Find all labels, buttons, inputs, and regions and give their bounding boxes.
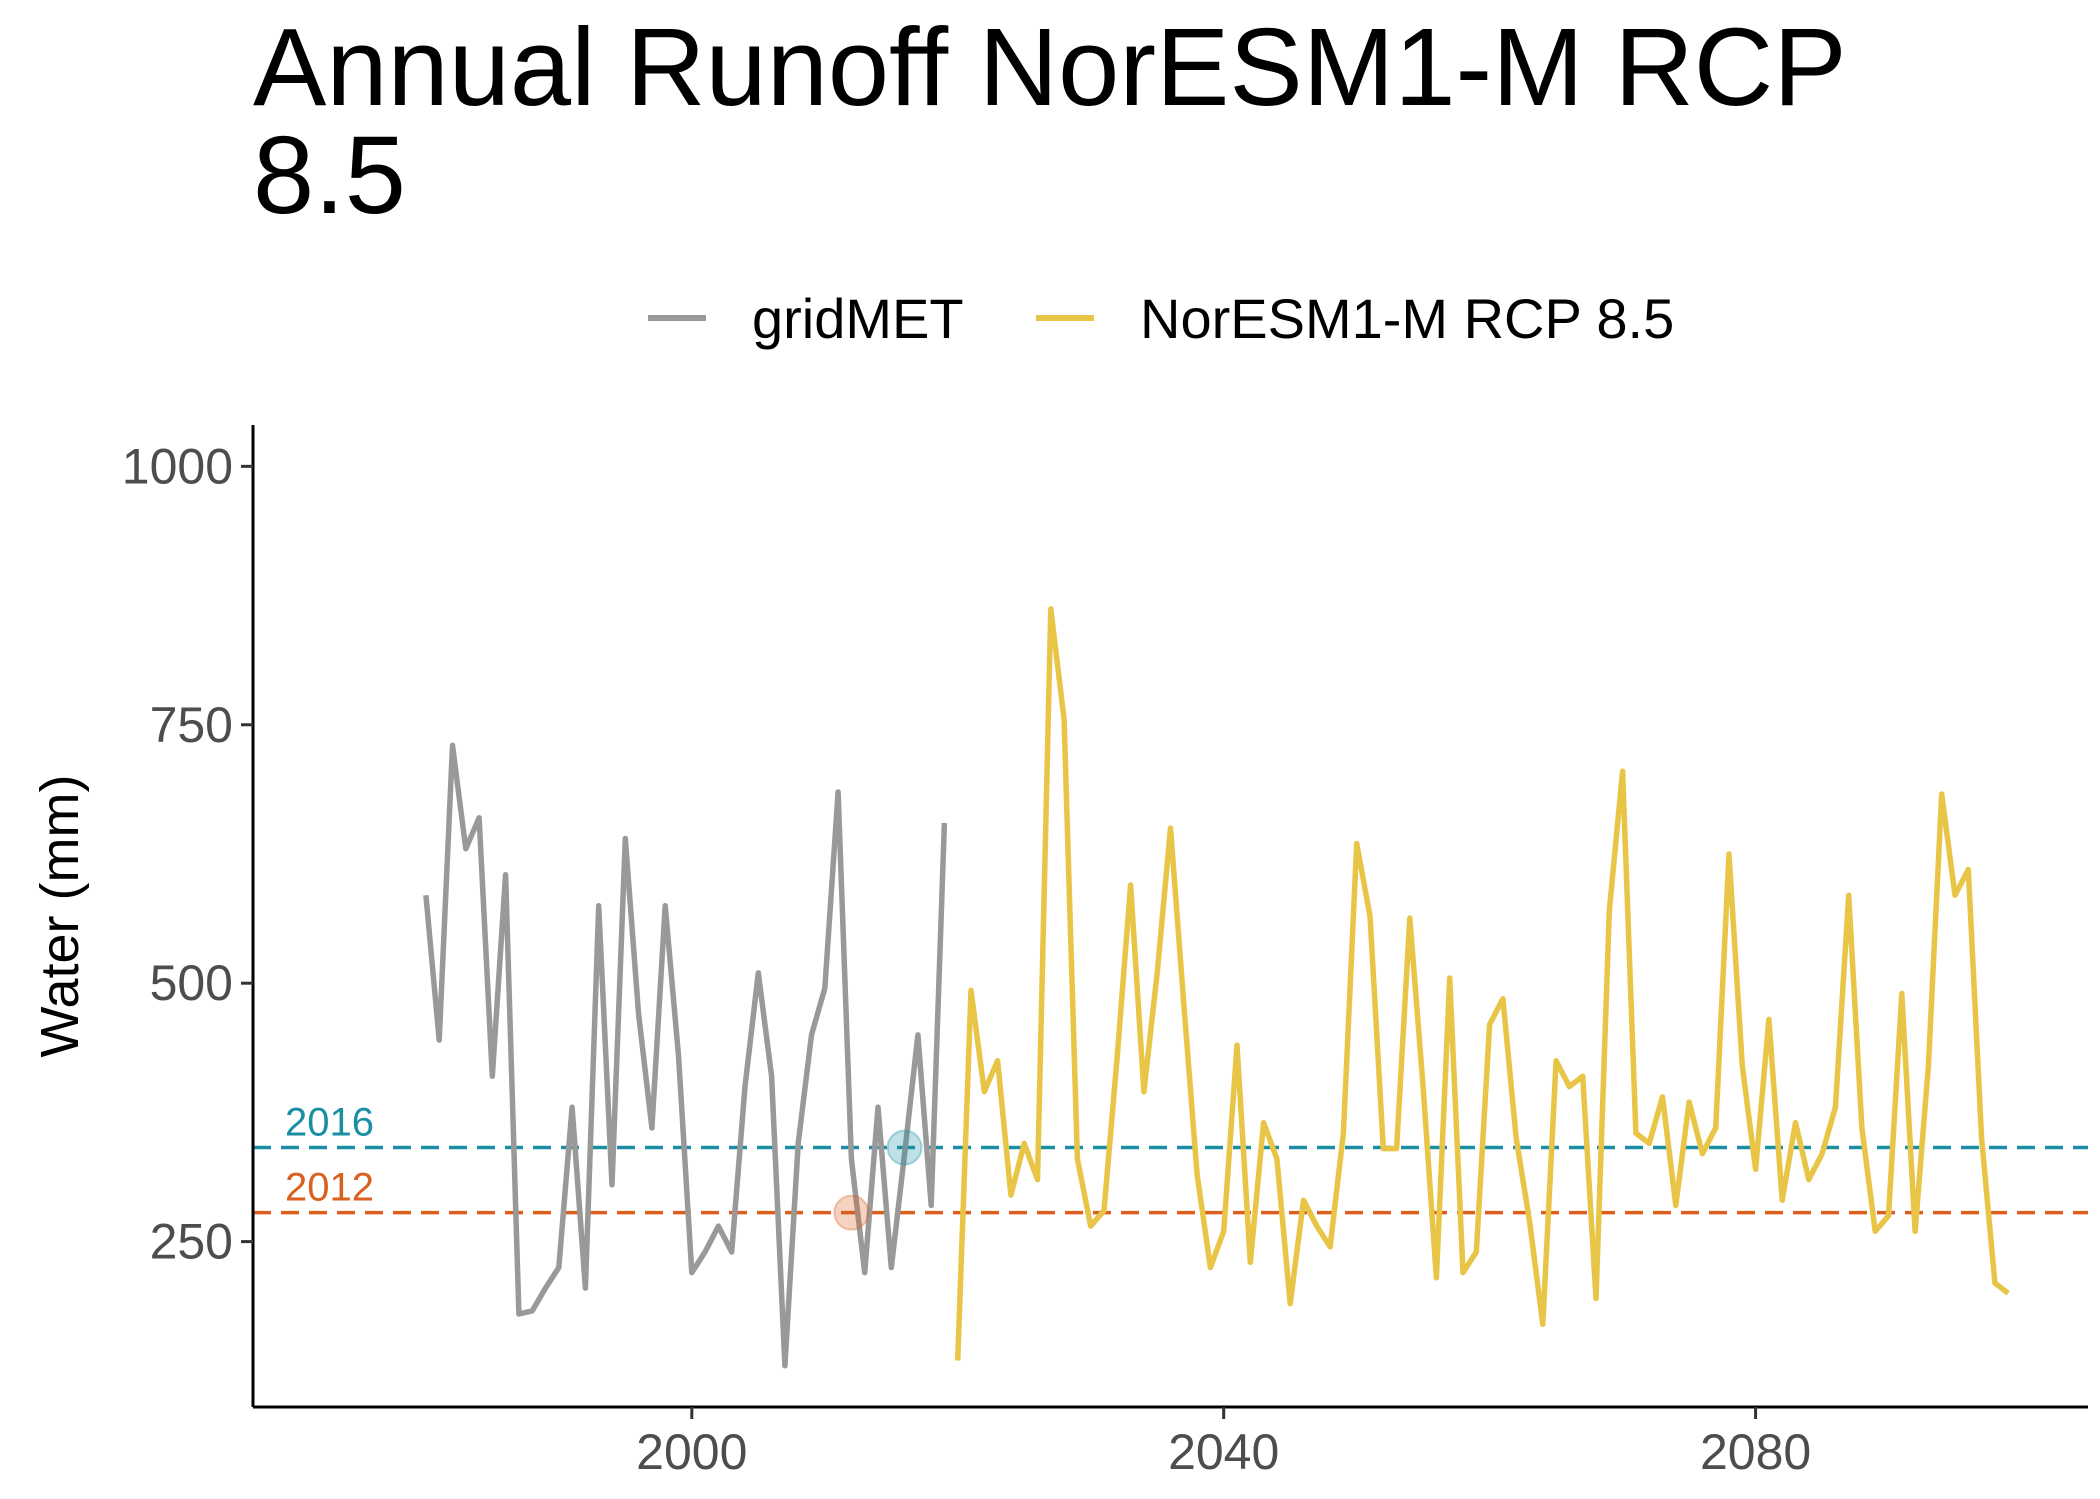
series-line-0 xyxy=(423,742,948,1369)
reference-label-2016: 2016 xyxy=(285,1101,374,1145)
reference-label-2012: 2012 xyxy=(285,1166,374,1210)
y-tick-label-750: 750 xyxy=(150,697,233,753)
y-tick-label-250: 250 xyxy=(150,1214,233,1270)
series-layer xyxy=(423,606,2010,1369)
y-tick-label-1000: 1000 xyxy=(122,438,233,494)
legend: gridMET NorESM1-M RCP 8.5 xyxy=(648,287,1674,350)
series-line-1 xyxy=(954,606,2010,1361)
legend-label-1: NorESM1-M RCP 8.5 xyxy=(1140,287,1674,350)
y-axis-title: Water (mm) xyxy=(30,775,90,1058)
x-tick-label-2000: 2000 xyxy=(636,1424,747,1480)
legend-label-0: gridMET xyxy=(752,287,964,350)
reference-marker-2016 xyxy=(886,1129,923,1166)
reference-lines: 2016 2012 xyxy=(253,1101,2088,1215)
axes: 250 500 750 1000 2000 2040 2080 Water (mm) xyxy=(30,425,2088,1480)
reference-marker-2012 xyxy=(833,1194,870,1231)
x-tick-label-2080: 2080 xyxy=(1700,1424,1811,1480)
reference-markers xyxy=(833,1129,923,1231)
y-tick-label-500: 500 xyxy=(150,955,233,1011)
x-tick-label-2040: 2040 xyxy=(1168,1424,1279,1480)
chart-title: Annual Runoff NorESM1-M RCP 8.5 xyxy=(253,6,1845,237)
